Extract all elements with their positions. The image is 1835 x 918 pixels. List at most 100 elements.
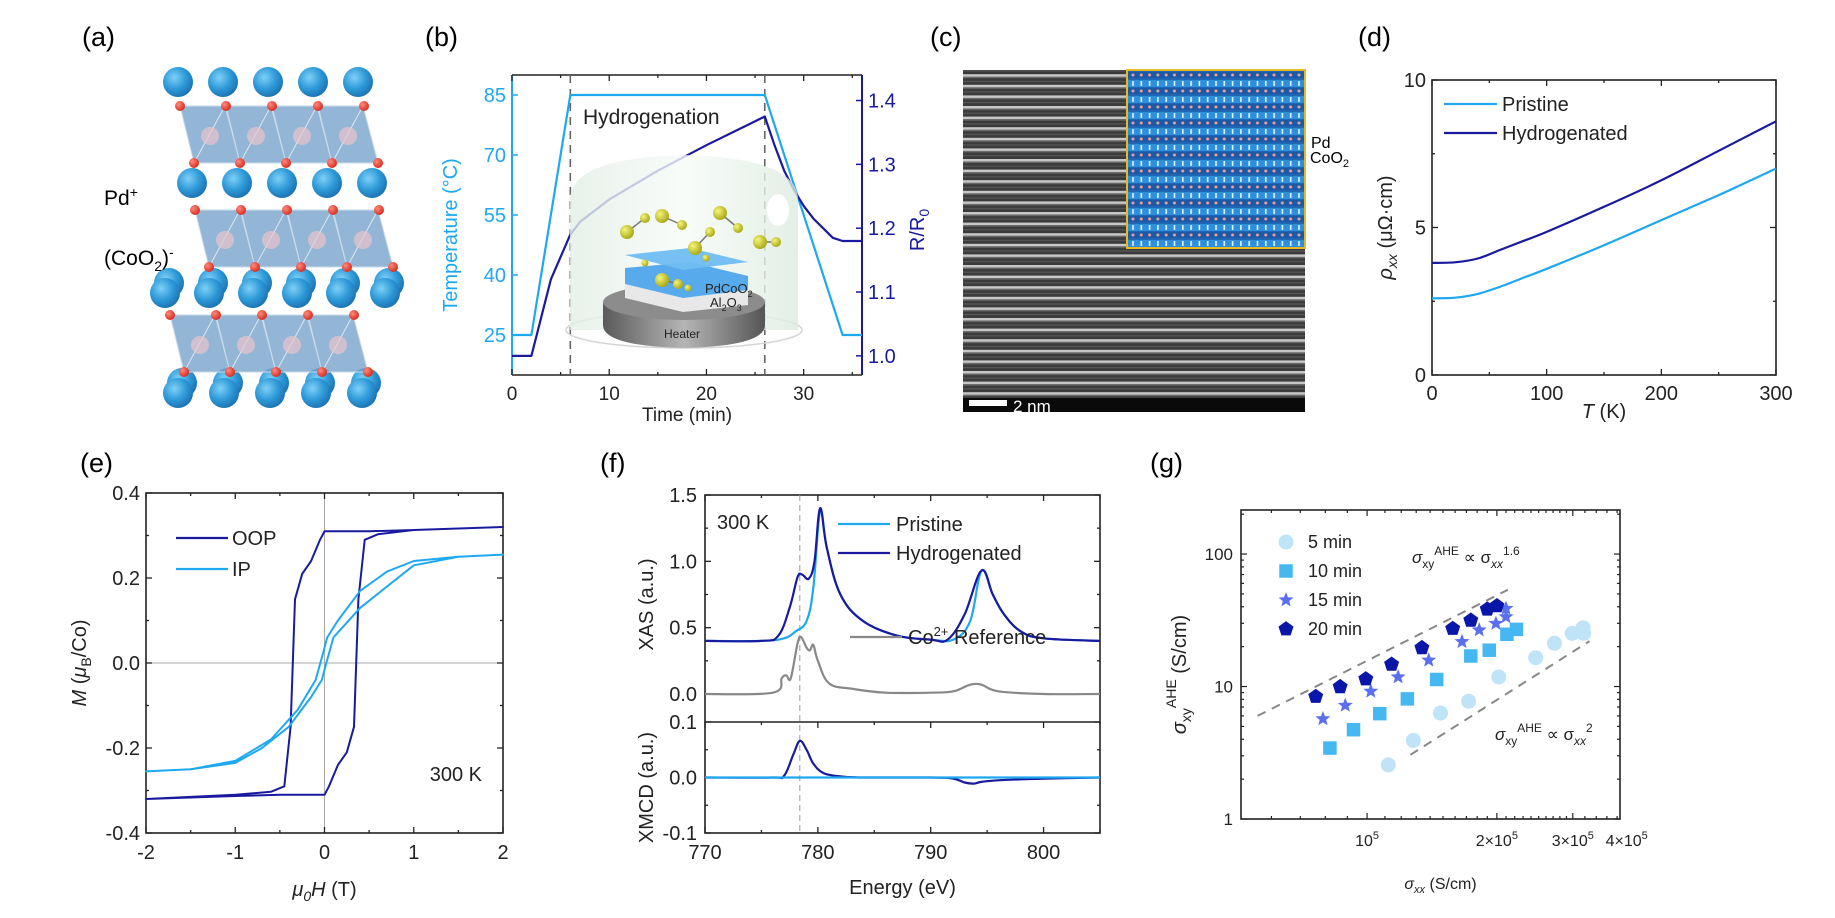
x-tick-label: -2 [137, 842, 155, 864]
pd-atom [347, 378, 377, 408]
x-axis-label: T (K) [1582, 401, 1626, 423]
data-point-pentagon [1463, 612, 1479, 627]
hydrogen-atom [677, 220, 687, 230]
series-pristine [1431, 167, 1777, 300]
oxygen-atom [342, 262, 352, 272]
xas-y-tick-label: 0.5 [669, 618, 697, 640]
hydrogen-atom [705, 227, 715, 237]
x-axis-label: σxx (S/cm) [1404, 876, 1476, 896]
pd-atom [370, 278, 400, 308]
hydrogen-atom [713, 206, 727, 220]
x-axis-label: Time (min) [642, 405, 732, 426]
co-atom [339, 127, 357, 145]
oxygen-atom [221, 101, 231, 111]
x-tick-label: 200 [1645, 383, 1678, 405]
x-tick-label: 1 [408, 842, 419, 864]
oxygen-atom [189, 158, 199, 168]
oxygen-atom [235, 158, 245, 168]
legend-label: IP [232, 559, 251, 581]
x-axis-label: μ0H (T) [291, 879, 356, 904]
y-label-sub: xy [1178, 708, 1194, 722]
hydrogen-atom [753, 235, 767, 249]
inset-coo2-label: CoO2 [1310, 150, 1349, 170]
x-label-unit: (K) [1594, 401, 1626, 423]
hydrogen-atom [684, 284, 692, 292]
series-ip [145, 553, 504, 773]
right-y-tick-label: 1.0 [868, 346, 896, 368]
y-tick-label: 10 [1214, 678, 1233, 697]
plot-frame [704, 494, 1101, 834]
y-tick-label: 0.4 [112, 483, 140, 505]
pd-atom [282, 278, 312, 308]
heater-label: Heater [664, 327, 700, 341]
y-label-sup: AHE [1163, 679, 1179, 708]
xas-co2-reference [704, 635, 1101, 696]
y-tick-label: -0.4 [106, 823, 140, 845]
chart-d: 0 100 200 300 0 5 10 T (K) ρxx (μΩ·cm) Pristine Hy… [1375, 70, 1793, 423]
xas-y-tick-label: 1.0 [669, 551, 697, 573]
pd-atom [343, 67, 373, 97]
legend-label: 15 min [1308, 590, 1362, 610]
left-y-tick-label: 40 [484, 265, 506, 287]
x-label-var: T [1582, 401, 1596, 423]
pd-atom [326, 278, 356, 308]
pd-atom [298, 67, 328, 97]
x-tick-base: 3×10 [1552, 833, 1588, 850]
series-5-min [1380, 620, 1592, 773]
legend-label: Pristine [1502, 94, 1569, 116]
x-tick-base: 4×10 [1606, 833, 1642, 850]
crystal-structure [150, 67, 404, 408]
oxygen-atom [271, 367, 281, 377]
y-label-unit: (μΩ·cm) [1375, 175, 1397, 254]
x-tick-base: 10 [1355, 833, 1373, 850]
oxygen-atom [190, 205, 200, 215]
y-tick-label: 0 [1415, 365, 1426, 387]
data-point-circle [1405, 732, 1421, 748]
data-point-square [1482, 643, 1496, 657]
oxygen-atom [250, 262, 260, 272]
substrate-label: Al2O3 [710, 295, 742, 313]
left-y-axis-label: Temperature (°C) [440, 158, 462, 312]
data-point-star [1498, 600, 1514, 615]
data-point-pentagon [1414, 639, 1430, 655]
data-point-square [1464, 649, 1478, 663]
right-y-axis-label: R/R0 [907, 209, 932, 251]
oxygen-atom [282, 205, 292, 215]
data-point-pentagon [1332, 678, 1348, 694]
hydrogen-atom [655, 209, 669, 223]
oxygen-atom [225, 367, 235, 377]
x-label-unit: (T) [326, 879, 357, 901]
x-tick-label: 30 [793, 384, 814, 405]
co-atom [237, 336, 255, 354]
chart-b: 0 10 20 30 Time (min) 25 40 55 70 85 1.0 1.1 1.2 1.3 1… [440, 74, 932, 426]
data-point-circle [1576, 625, 1592, 641]
sup: AHE [1434, 544, 1459, 558]
film-label: PdCoO2 [705, 281, 753, 299]
series-10-min [1323, 622, 1524, 755]
oxygen-atom [317, 367, 327, 377]
x-tick-label: 2 [497, 842, 508, 864]
data-point-square [1509, 622, 1524, 637]
oxygen-atom [204, 262, 214, 272]
xas-hydrogenated [704, 507, 1101, 643]
data-point-star [1488, 615, 1504, 630]
xmcd-axis-label: XMCD (a.u.) [636, 732, 658, 843]
y-label-unit: /Co) [69, 620, 91, 658]
simulated-lattice-inset [1126, 69, 1306, 249]
oxygen-atom [363, 367, 373, 377]
co-atom [283, 336, 301, 354]
hydrogen-atom [688, 241, 702, 255]
series-20-min [1308, 598, 1505, 703]
panel-c-label: (c) [930, 22, 961, 52]
left-y-tick-label: 85 [484, 85, 506, 107]
data-point-pentagon [1445, 620, 1461, 635]
data-point-circle [1461, 693, 1477, 709]
data-point-star [1390, 669, 1406, 684]
x-tick-exp: 5 [1642, 830, 1648, 842]
oxygen-atom [313, 101, 323, 111]
right-y-tick-label: 1.2 [868, 218, 896, 240]
legend-label: 20 min [1308, 619, 1362, 639]
data-point-star [1315, 711, 1331, 726]
panel-e-label: (e) [80, 448, 113, 478]
